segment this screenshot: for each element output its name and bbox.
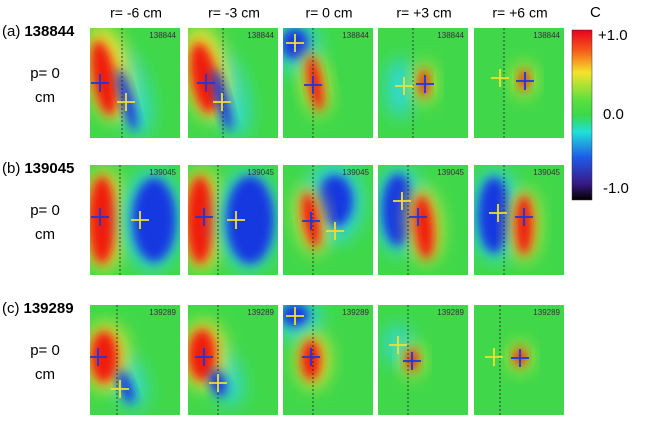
row-label: (b) 139045 <box>2 160 74 177</box>
column-header: r= +6 cm <box>492 5 547 21</box>
colorbar <box>571 29 593 201</box>
panel: 139045 <box>283 165 373 275</box>
colorbar-tick: 0.0 <box>603 106 624 123</box>
correlation-blob <box>90 40 118 116</box>
correlation-blob <box>317 175 353 227</box>
row-id: 139289 <box>24 300 74 317</box>
panel-id: 138844 <box>533 31 560 40</box>
correlation-blob <box>132 178 176 262</box>
row-letter: (a) <box>2 23 20 40</box>
colorbar-tick: -1.0 <box>603 180 629 197</box>
correlation-blob <box>382 174 414 246</box>
row-label: (c) 139289 <box>2 300 74 317</box>
correlation-blob <box>226 176 274 264</box>
row-unit: cm <box>35 226 55 243</box>
row-position: p= 0 <box>30 65 60 82</box>
panel-id: 139289 <box>533 308 560 317</box>
row-position: p= 0 <box>30 342 60 359</box>
panel: 138844 <box>474 28 564 138</box>
panel-id: 138844 <box>149 31 176 40</box>
row-id: 138844 <box>24 23 75 40</box>
correlation-blob <box>306 55 324 111</box>
panel-id: 139045 <box>437 168 464 177</box>
colorbar-title: C <box>590 4 601 21</box>
row-letter: (b) <box>2 160 20 177</box>
panel-id: 139289 <box>149 308 176 317</box>
correlation-blob <box>189 42 219 114</box>
panel-id: 139045 <box>247 168 274 177</box>
colorbar-tick: +1.0 <box>598 27 628 44</box>
panel-id: 138844 <box>437 31 464 40</box>
panel-id: 139045 <box>342 168 369 177</box>
correlation-blob <box>519 70 529 90</box>
panel: 139289 <box>378 305 468 415</box>
row-label: (a) 138844 <box>2 23 75 40</box>
correlation-blob <box>188 176 214 264</box>
row-letter: (c) <box>2 300 20 317</box>
row-unit: cm <box>35 89 55 106</box>
panel: 138844 <box>188 28 278 138</box>
row-id: 139045 <box>24 160 74 177</box>
correlation-blob <box>478 177 510 253</box>
panel-id: 139045 <box>149 168 176 177</box>
panel: 138844 <box>90 28 180 138</box>
panel-id: 139289 <box>247 308 274 317</box>
panel: 139289 <box>283 305 373 415</box>
panel-id: 138844 <box>247 31 274 40</box>
correlation-blob <box>386 58 414 118</box>
panel: 139045 <box>378 165 468 275</box>
panel-id: 139289 <box>437 308 464 317</box>
column-header: r= -6 cm <box>110 5 162 21</box>
column-header: r= 0 cm <box>305 5 352 21</box>
panel: 139289 <box>474 305 564 415</box>
correlation-blob <box>283 28 309 60</box>
correlation-blob <box>90 176 116 264</box>
column-header: r= -3 cm <box>208 5 260 21</box>
panel-id: 139289 <box>342 308 369 317</box>
panel: 139289 <box>188 305 278 415</box>
panel: 139045 <box>90 165 180 275</box>
panel: 138844 <box>378 28 468 138</box>
row-unit: cm <box>35 366 55 383</box>
row-position: p= 0 <box>30 202 60 219</box>
correlation-blob <box>419 69 429 97</box>
panel: 139045 <box>188 165 278 275</box>
panel: 139289 <box>90 305 180 415</box>
panel-id: 138844 <box>342 31 369 40</box>
correlation-blob <box>188 329 216 381</box>
panel-id: 139045 <box>533 168 560 177</box>
correlation-blob <box>117 369 135 405</box>
column-header: r= +3 cm <box>396 5 451 21</box>
panel: 138844 <box>283 28 373 138</box>
panel: 139045 <box>474 165 564 275</box>
